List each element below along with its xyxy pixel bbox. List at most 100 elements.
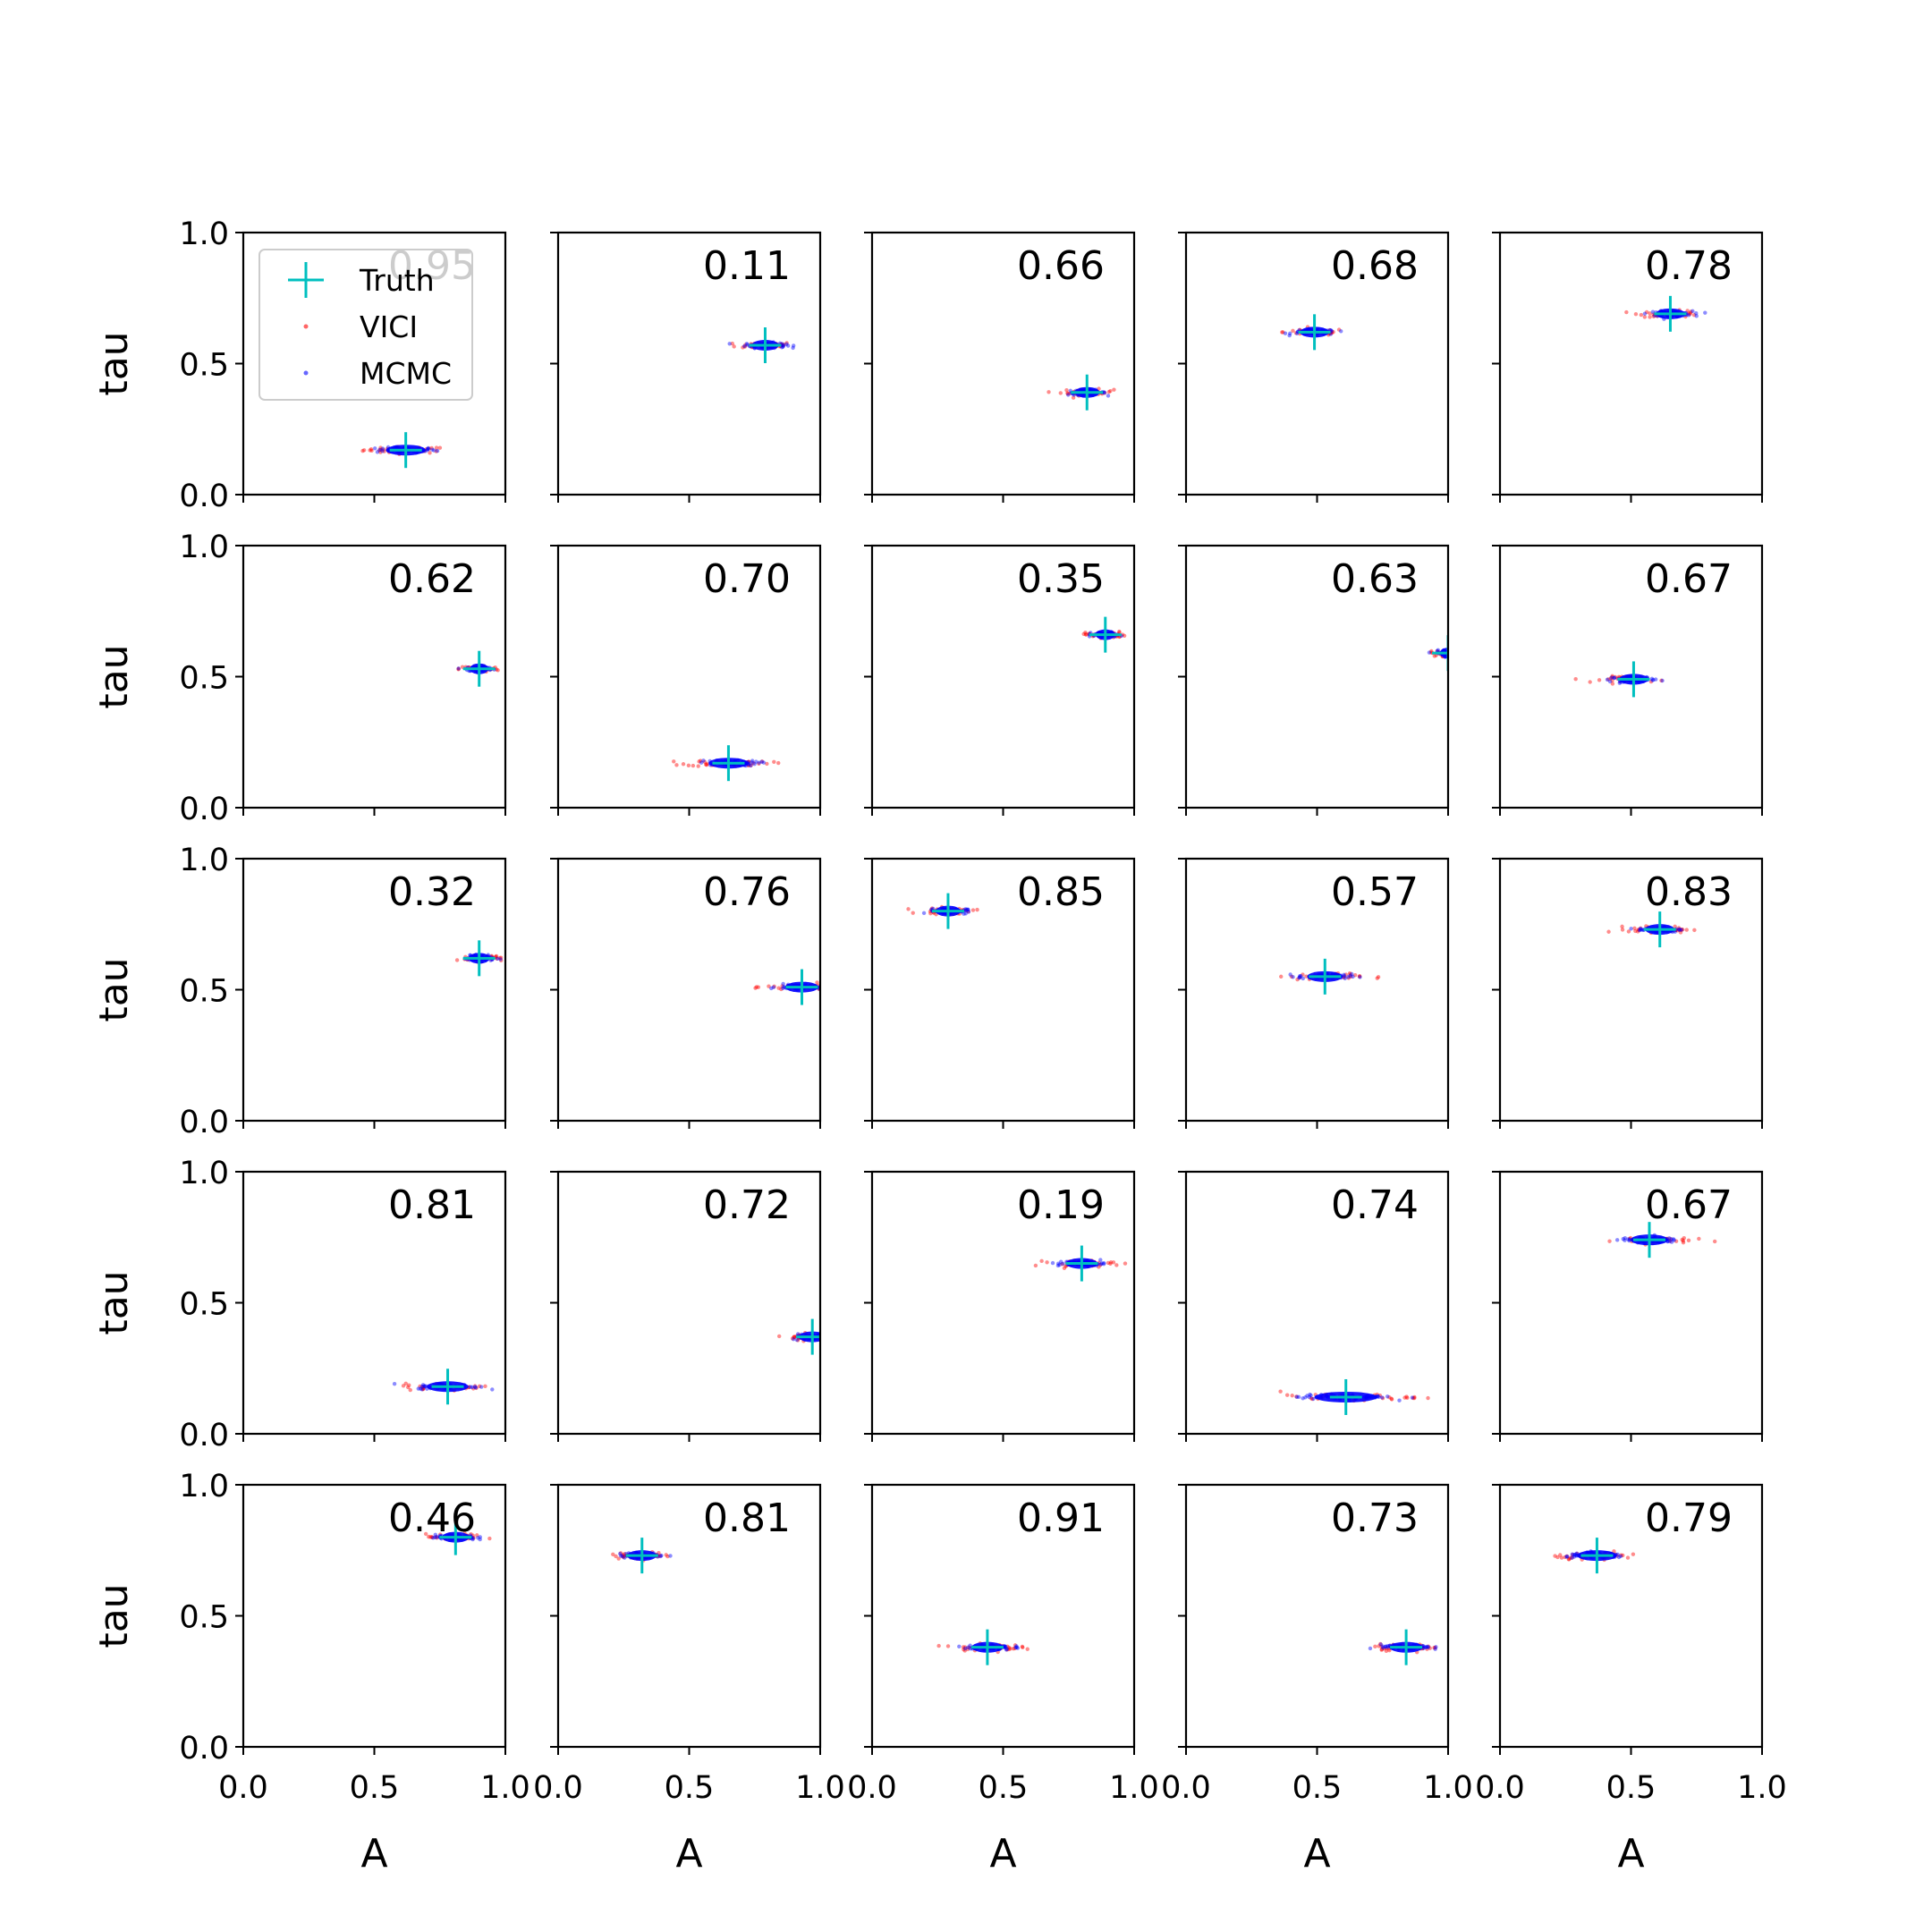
mcmc-point: [1385, 1645, 1390, 1649]
mcmc-point: [781, 986, 785, 991]
mcmc-point: [635, 1555, 640, 1560]
mcmc-point: [1307, 327, 1311, 332]
vici-point: [1676, 927, 1682, 932]
mcmc-point: [1642, 1241, 1647, 1245]
mcmc-point: [1374, 1394, 1378, 1399]
vici-point: [1098, 1262, 1103, 1267]
vici-point: [1648, 315, 1652, 319]
mcmc-point: [420, 1383, 426, 1387]
vici-point: [1331, 329, 1335, 335]
panel-value-label: 0.81: [388, 1182, 476, 1228]
legend-box: [258, 249, 473, 401]
vici-point: [1636, 928, 1640, 932]
mcmc-point: [1066, 393, 1071, 397]
vici-point: [965, 1647, 970, 1652]
vici-point: [1379, 1647, 1385, 1652]
mcmc-point: [1318, 1394, 1323, 1400]
mcmc-point: [473, 953, 479, 957]
vici-point: [1610, 674, 1614, 678]
mcmc-point: [496, 956, 500, 962]
vici-point: [475, 1533, 479, 1538]
mcmc-point: [1091, 393, 1096, 397]
vici-point: [1058, 391, 1063, 395]
mcmc-point: [392, 445, 397, 450]
mcmc-point: [1638, 1234, 1642, 1240]
vici-point: [1389, 1397, 1394, 1402]
vici-point: [742, 344, 748, 349]
mcmc-point: [658, 1554, 663, 1559]
vici-point: [1112, 387, 1116, 392]
mcmc-point: [1003, 1645, 1007, 1649]
mcmc-point: [1350, 971, 1354, 977]
vici-point: [1405, 1395, 1410, 1401]
mcmc-point: [375, 450, 380, 454]
vici-point: [1278, 1389, 1283, 1394]
x-axis-label: A: [1617, 1831, 1644, 1877]
vici-point: [961, 1645, 966, 1649]
mcmc-point: [1615, 1552, 1620, 1557]
mcmc-point: [1061, 1261, 1065, 1267]
vici-point: [704, 762, 708, 767]
mcmc-point: [1694, 310, 1699, 316]
mcmc-point: [1613, 1555, 1617, 1559]
vici-point: [1620, 928, 1625, 932]
vici-point: [1673, 924, 1677, 929]
mcmc-point: [1364, 1395, 1368, 1400]
mcmc-point: [1339, 329, 1343, 334]
vici-point: [732, 344, 736, 349]
vici-point: [454, 958, 460, 962]
vici-point: [429, 1535, 435, 1539]
mcmc-point: [1605, 677, 1610, 682]
mcmc-point: [1373, 1395, 1377, 1400]
vici-point: [1553, 1554, 1557, 1558]
mcmc-point: [964, 907, 970, 912]
panel-value-label: 0.19: [1017, 1182, 1105, 1228]
panel-22-points: [611, 1538, 673, 1574]
vici-point: [494, 953, 499, 959]
vici-point: [767, 984, 771, 988]
panel-14-points: [1279, 958, 1381, 995]
mcmc-point: [425, 1386, 429, 1391]
mcmc-point: [1346, 975, 1351, 979]
mcmc-point: [1570, 1555, 1574, 1560]
mcmc-point: [470, 1537, 475, 1542]
panel-value-label: 0.91: [1017, 1496, 1105, 1541]
mcmc-point: [750, 760, 754, 765]
mcmc-point: [1623, 1238, 1627, 1242]
mcmc-point: [1572, 1553, 1577, 1557]
mcmc-point: [426, 445, 431, 451]
mcmc-point: [490, 1387, 495, 1392]
vici-point: [1384, 1646, 1389, 1651]
vici-point: [361, 448, 367, 453]
panel-value-label: 0.74: [1331, 1182, 1419, 1228]
mcmc-point: [921, 911, 927, 916]
y-tick-label: 0.5: [179, 974, 229, 1010]
mcmc-point: [1677, 927, 1682, 932]
truth-marker: [1643, 911, 1676, 948]
legend: Truth VICI MCMC: [258, 249, 473, 401]
vici-point: [658, 1554, 663, 1558]
vici-point: [429, 445, 434, 451]
vici-point: [970, 908, 976, 912]
x-tick-label: 1.0: [1737, 1770, 1787, 1806]
mcmc-point: [437, 1382, 443, 1386]
mcmc-point: [1674, 314, 1680, 319]
vici-point: [962, 1648, 967, 1653]
y-axis-label: tau: [91, 957, 137, 1021]
mcmc-point: [1056, 1261, 1061, 1266]
vici-point: [945, 1644, 951, 1648]
mcmc-point: [1421, 1646, 1426, 1651]
x-tick-label: 0.5: [665, 1770, 715, 1806]
mcmc-point: [618, 1551, 623, 1556]
vici-point: [697, 759, 701, 764]
mcmc-point: [965, 907, 970, 912]
vici-point: [1676, 926, 1682, 930]
mcmc-point: [1347, 1398, 1352, 1402]
vici-point: [1432, 654, 1437, 658]
mcmc-point: [791, 345, 795, 351]
vici-point: [929, 906, 935, 911]
panel-value-label: 0.57: [1331, 869, 1419, 915]
mcmc-point: [1381, 1644, 1385, 1648]
vici-point: [1680, 928, 1685, 932]
